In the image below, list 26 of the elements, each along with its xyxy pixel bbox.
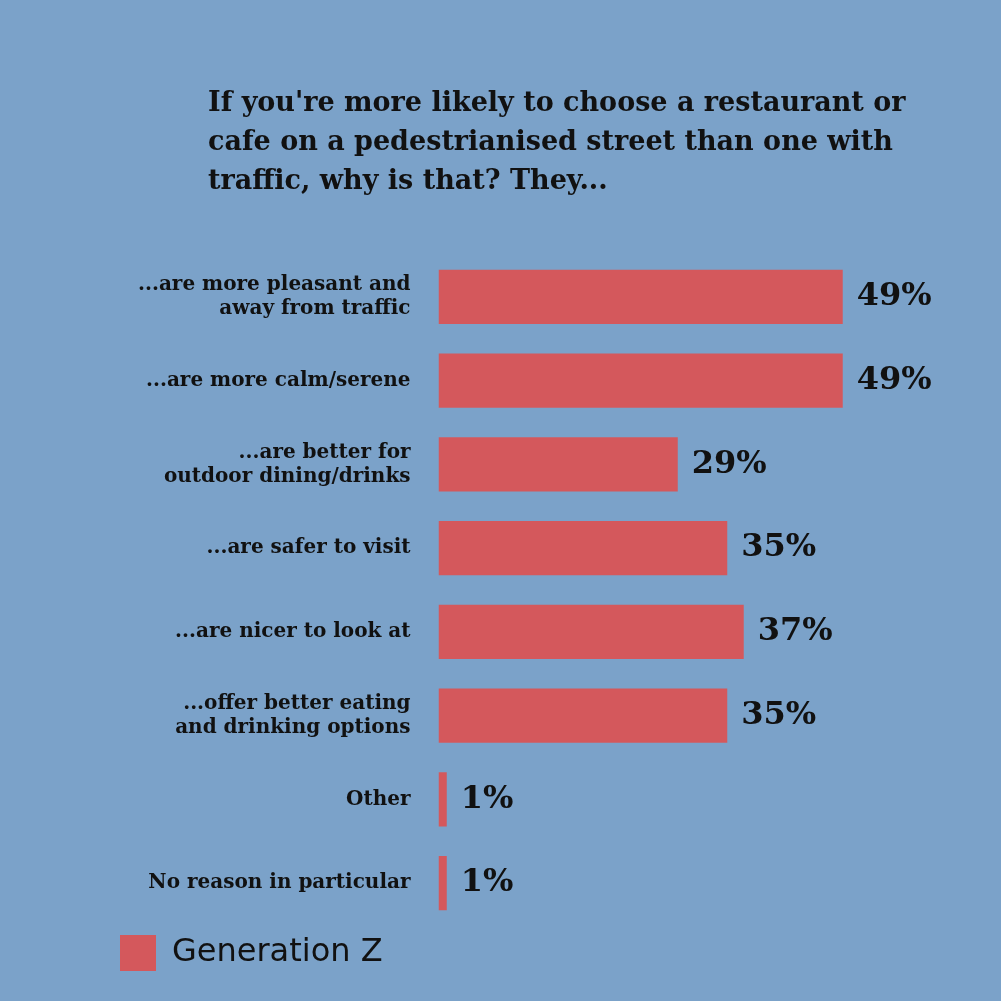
y-tick-label: ...are better for outdoor dining/drinks <box>163 438 411 487</box>
y-tick-label: ...are more pleasant and away from traffic <box>137 271 411 320</box>
legend-label: Generation Z <box>172 931 383 970</box>
bar <box>438 855 447 911</box>
data-label: 1% <box>460 777 514 816</box>
bar <box>438 437 678 492</box>
bar <box>438 772 447 827</box>
chart-title: If you're more likely to choose a restaurant or cafe on a pedestrianised street than one with traffic, why is that? They... <box>208 85 907 197</box>
data-label: 49% <box>856 275 932 314</box>
bar <box>438 688 728 743</box>
data-label: 1% <box>460 861 514 900</box>
y-tick-label: ...are nicer to look at <box>175 618 412 643</box>
y-tick-label: No reason in particular <box>148 869 411 894</box>
data-label: 35% <box>741 526 817 565</box>
bar <box>438 353 843 408</box>
data-label: 37% <box>757 610 833 649</box>
bar <box>438 604 744 660</box>
y-tick-label: ...offer better eating and drinking options <box>175 689 411 738</box>
y-tick-label: Other <box>346 785 411 810</box>
bar <box>438 269 843 325</box>
data-label: 49% <box>856 358 932 397</box>
data-label: 29% <box>691 442 767 481</box>
y-tick-label: ...are safer to visit <box>206 534 412 559</box>
y-tick-label: ...are more calm/serene <box>145 366 411 391</box>
bar <box>438 520 728 576</box>
data-label: 35% <box>741 693 817 732</box>
